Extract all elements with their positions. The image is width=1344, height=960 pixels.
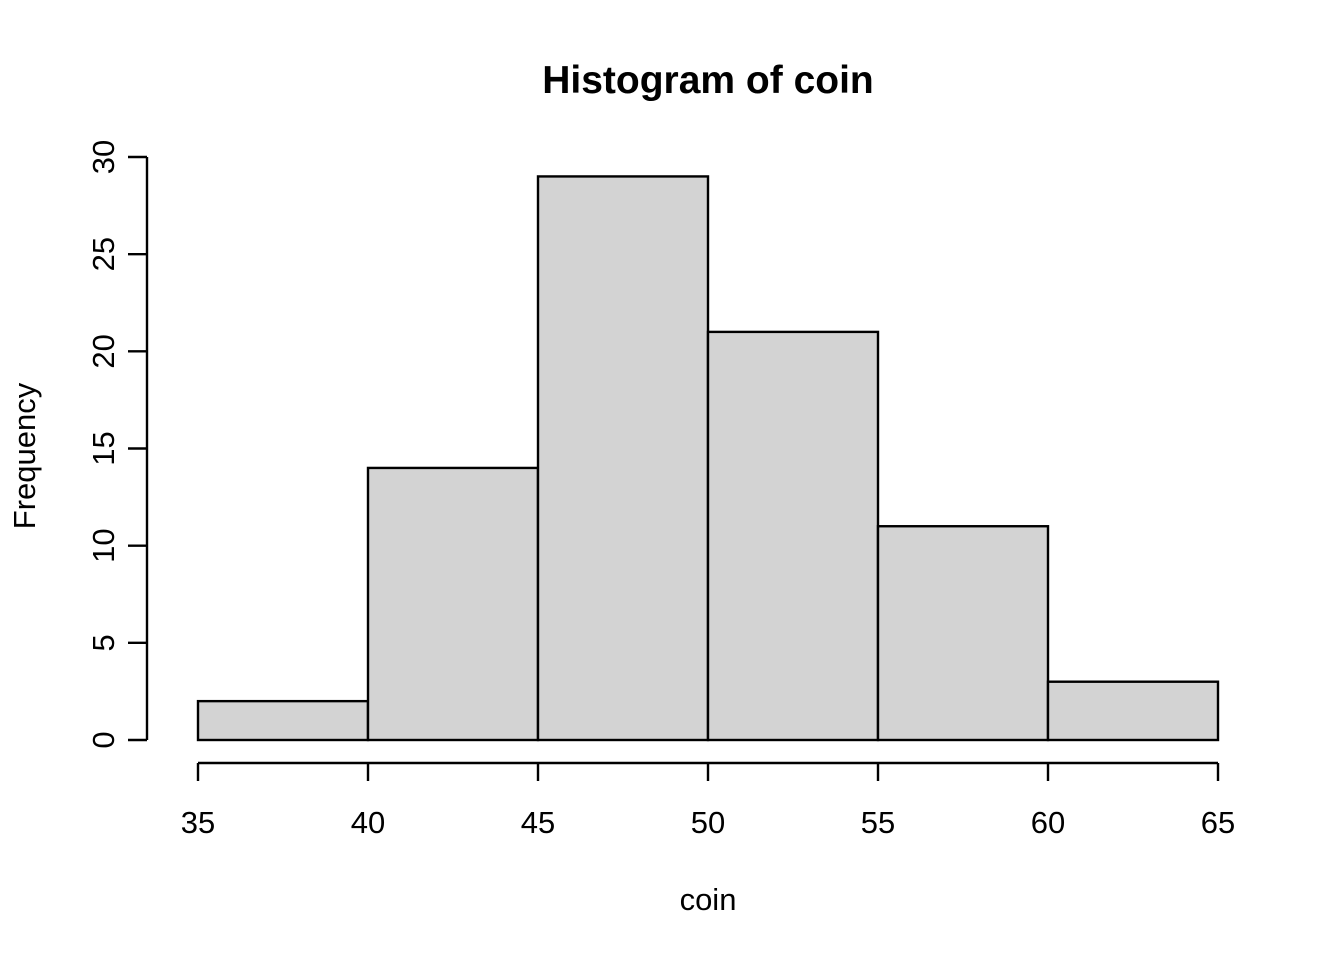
- y-axis-label: Frequency: [7, 382, 42, 529]
- bars-group: [196, 175, 1220, 742]
- x-tick-label: 50: [691, 805, 725, 840]
- y-tick-label: 5: [86, 634, 121, 651]
- x-tick-label: 45: [521, 805, 555, 840]
- histogram-bar: [366, 466, 540, 742]
- y-tick-label: 10: [86, 528, 121, 562]
- x-axis-label: coin: [680, 882, 737, 917]
- histogram-bar: [706, 330, 880, 742]
- x-tick-label: 35: [181, 805, 215, 840]
- y-tick-label: 0: [86, 731, 121, 748]
- x-tick-label: 40: [351, 805, 385, 840]
- x-tick-label: 65: [1201, 805, 1235, 840]
- y-tick-label: 20: [86, 334, 121, 368]
- chart-title: Histogram of coin: [542, 59, 874, 102]
- y-tick-label: 15: [86, 431, 121, 465]
- histogram-bar: [1046, 680, 1220, 742]
- histogram-bar: [876, 525, 1050, 742]
- histogram-bar: [536, 175, 710, 742]
- y-tick-label: 25: [86, 237, 121, 271]
- histogram-bar: [196, 699, 370, 742]
- x-tick-label: 55: [861, 805, 895, 840]
- axes-group: 0 5 10 15 20 25 30 35 40 45 50 55 60 65: [86, 140, 1235, 840]
- y-tick-label: 30: [86, 140, 121, 174]
- x-tick-label: 60: [1031, 805, 1065, 840]
